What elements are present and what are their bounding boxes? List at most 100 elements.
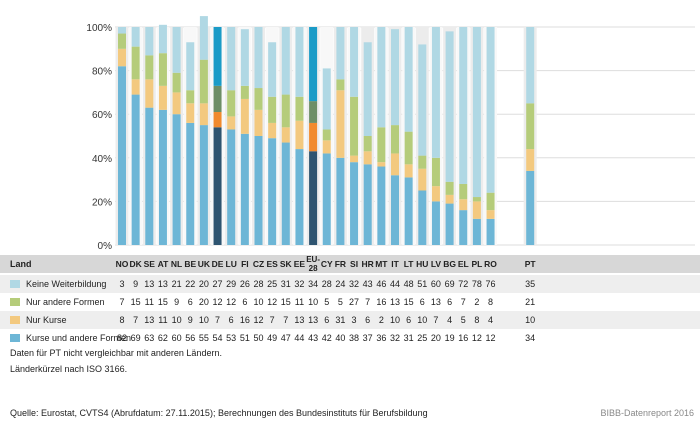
table-header-cell: FI — [241, 259, 249, 269]
bar-PT-kurse-und-andere-formen — [526, 170, 535, 245]
table-header-cell: SE — [143, 259, 155, 269]
legend-swatch — [10, 298, 20, 306]
bar-ES-nur-andere-formen — [268, 96, 277, 123]
table-cell: 15 — [157, 297, 168, 307]
bar-ES-kurse-und-andere-formen — [268, 138, 277, 245]
legend-entry: Keine Weiterbildung — [10, 275, 106, 293]
bar-UK-kurse-und-andere-formen — [199, 125, 208, 245]
bar-ES-keine-weiterbildung — [268, 42, 277, 97]
bar-LT-kurse-und-andere-formen — [404, 177, 413, 245]
bar-MT-kurse-und-andere-formen — [377, 166, 386, 245]
bar-FR-nur-andere-formen — [336, 79, 345, 91]
table-cell: 78 — [471, 279, 482, 289]
bar-FR-kurse-und-andere-formen — [336, 157, 345, 245]
bar-RO-keine-weiterbildung — [486, 27, 495, 193]
bar-LV-kurse-und-andere-formen — [431, 201, 440, 245]
bar-AT-nur-kurse — [158, 85, 167, 110]
bar-HR-nur-andere-formen — [363, 136, 372, 152]
table-cell: 11 — [294, 297, 305, 307]
table-cell: 9 — [133, 279, 139, 289]
table-cell: 31 — [335, 315, 346, 325]
table-cell: 2 — [378, 315, 384, 325]
table-cell: 43 — [362, 279, 373, 289]
bar-DK-nur-andere-formen — [131, 46, 140, 80]
table-cell: 54 — [212, 333, 223, 343]
table-cell: 69 — [130, 333, 141, 343]
bar-SE-keine-weiterbildung — [145, 27, 154, 56]
table-header-cell: HU — [416, 259, 429, 269]
bar-PT-keine-weiterbildung — [526, 27, 535, 104]
table-header-cell: UK — [197, 259, 211, 269]
table-cell: 8 — [474, 315, 480, 325]
bar-EL-nur-kurse — [459, 199, 468, 211]
bar-NO-nur-andere-formen — [118, 33, 126, 49]
bar-BG-kurse-und-andere-formen — [445, 203, 454, 245]
table-header-cell: EE — [293, 259, 306, 269]
table-cell: 15 — [130, 297, 141, 307]
legend-swatch — [10, 334, 20, 342]
table-cell: 50 — [253, 333, 264, 343]
table-header-cell: DK — [129, 259, 142, 269]
table-cell: 53 — [226, 333, 237, 343]
bar-ES-nur-kurse — [268, 122, 277, 139]
bar-IT-kurse-und-andere-formen — [391, 175, 399, 245]
table-cell: 35 — [525, 279, 536, 289]
table-header-cell: RO — [484, 259, 497, 269]
table-cell: 62 — [157, 333, 168, 343]
table-cell: 51 — [417, 279, 428, 289]
bar-LU-keine-weiterbildung — [227, 27, 236, 91]
table-land-header: Land — [10, 259, 32, 269]
table-cell: 5 — [460, 315, 466, 325]
table-cell: 32 — [294, 279, 305, 289]
table-cell: 6 — [324, 315, 330, 325]
bar-SI-kurse-und-andere-formen — [350, 162, 359, 245]
table-header-cell: CY — [320, 259, 333, 269]
table-cell: 82 — [116, 333, 127, 343]
table-cell: 32 — [349, 279, 360, 289]
bar-BE-nur-kurse — [186, 103, 195, 123]
bar-CY-kurse-und-andere-formen — [322, 153, 331, 245]
table-cell: 13 — [157, 279, 168, 289]
bar-BE-keine-weiterbildung — [186, 42, 195, 91]
bar-HR-keine-weiterbildung — [363, 42, 372, 137]
bar-FI-keine-weiterbildung — [240, 29, 249, 86]
table-row: Kurse und andere Formen 82 69 63 62 60 56 55 54 5… — [0, 329, 700, 347]
bar-PL-nur-andere-formen — [472, 197, 481, 202]
table-header-cell: AT — [157, 259, 169, 269]
table-cell: 12 — [212, 297, 223, 307]
table-cell: 6 — [242, 297, 248, 307]
bar-HU-nur-kurse — [418, 168, 427, 191]
bar-DK-keine-weiterbildung — [131, 27, 140, 47]
bar-NL-nur-kurse — [172, 92, 181, 115]
table-header-cell: EL — [457, 259, 469, 269]
bar-NO-keine-weiterbildung — [118, 27, 126, 34]
table-cell: 12 — [471, 333, 482, 343]
legend-entry: Kurse und andere Formen — [10, 329, 131, 347]
table-cell: 56 — [185, 333, 196, 343]
table-cell: 60 — [171, 333, 182, 343]
bar-SE-nur-andere-formen — [145, 55, 154, 80]
bar-CZ-kurse-und-andere-formen — [254, 136, 263, 245]
table-cell: 26 — [239, 279, 250, 289]
table-cell: 4 — [447, 315, 453, 325]
table-cell: 44 — [294, 333, 305, 343]
table-cell: 7 — [365, 297, 371, 307]
bar-EL-kurse-und-andere-formen — [459, 210, 468, 245]
bar-FI-nur-andere-formen — [240, 85, 249, 99]
bar-NL-kurse-und-andere-formen — [172, 114, 181, 245]
table-cell: 4 — [488, 315, 494, 325]
table-cell: 19 — [444, 333, 455, 343]
table-cell: 10 — [417, 315, 428, 325]
table-cell: 6 — [187, 297, 193, 307]
table-row: Nur Kurse 8 7 13 11 10 9 10 7 6 16 12 7 7 13 13 6 31 3 6 2 10… — [0, 311, 700, 329]
bar-DK-kurse-und-andere-formen — [131, 94, 140, 245]
bar-FI-kurse-und-andere-formen — [240, 133, 249, 245]
table-cell: 44 — [389, 279, 400, 289]
bar-IT-nur-andere-formen — [391, 125, 399, 154]
legend-entry: Nur Kurse — [10, 311, 67, 329]
bar-AT-nur-andere-formen — [158, 53, 167, 86]
table-cell: 10 — [171, 315, 182, 325]
bar-SI-nur-andere-formen — [350, 96, 359, 156]
bar-HU-keine-weiterbildung — [418, 44, 427, 156]
bar-AT-keine-weiterbildung — [158, 24, 167, 54]
